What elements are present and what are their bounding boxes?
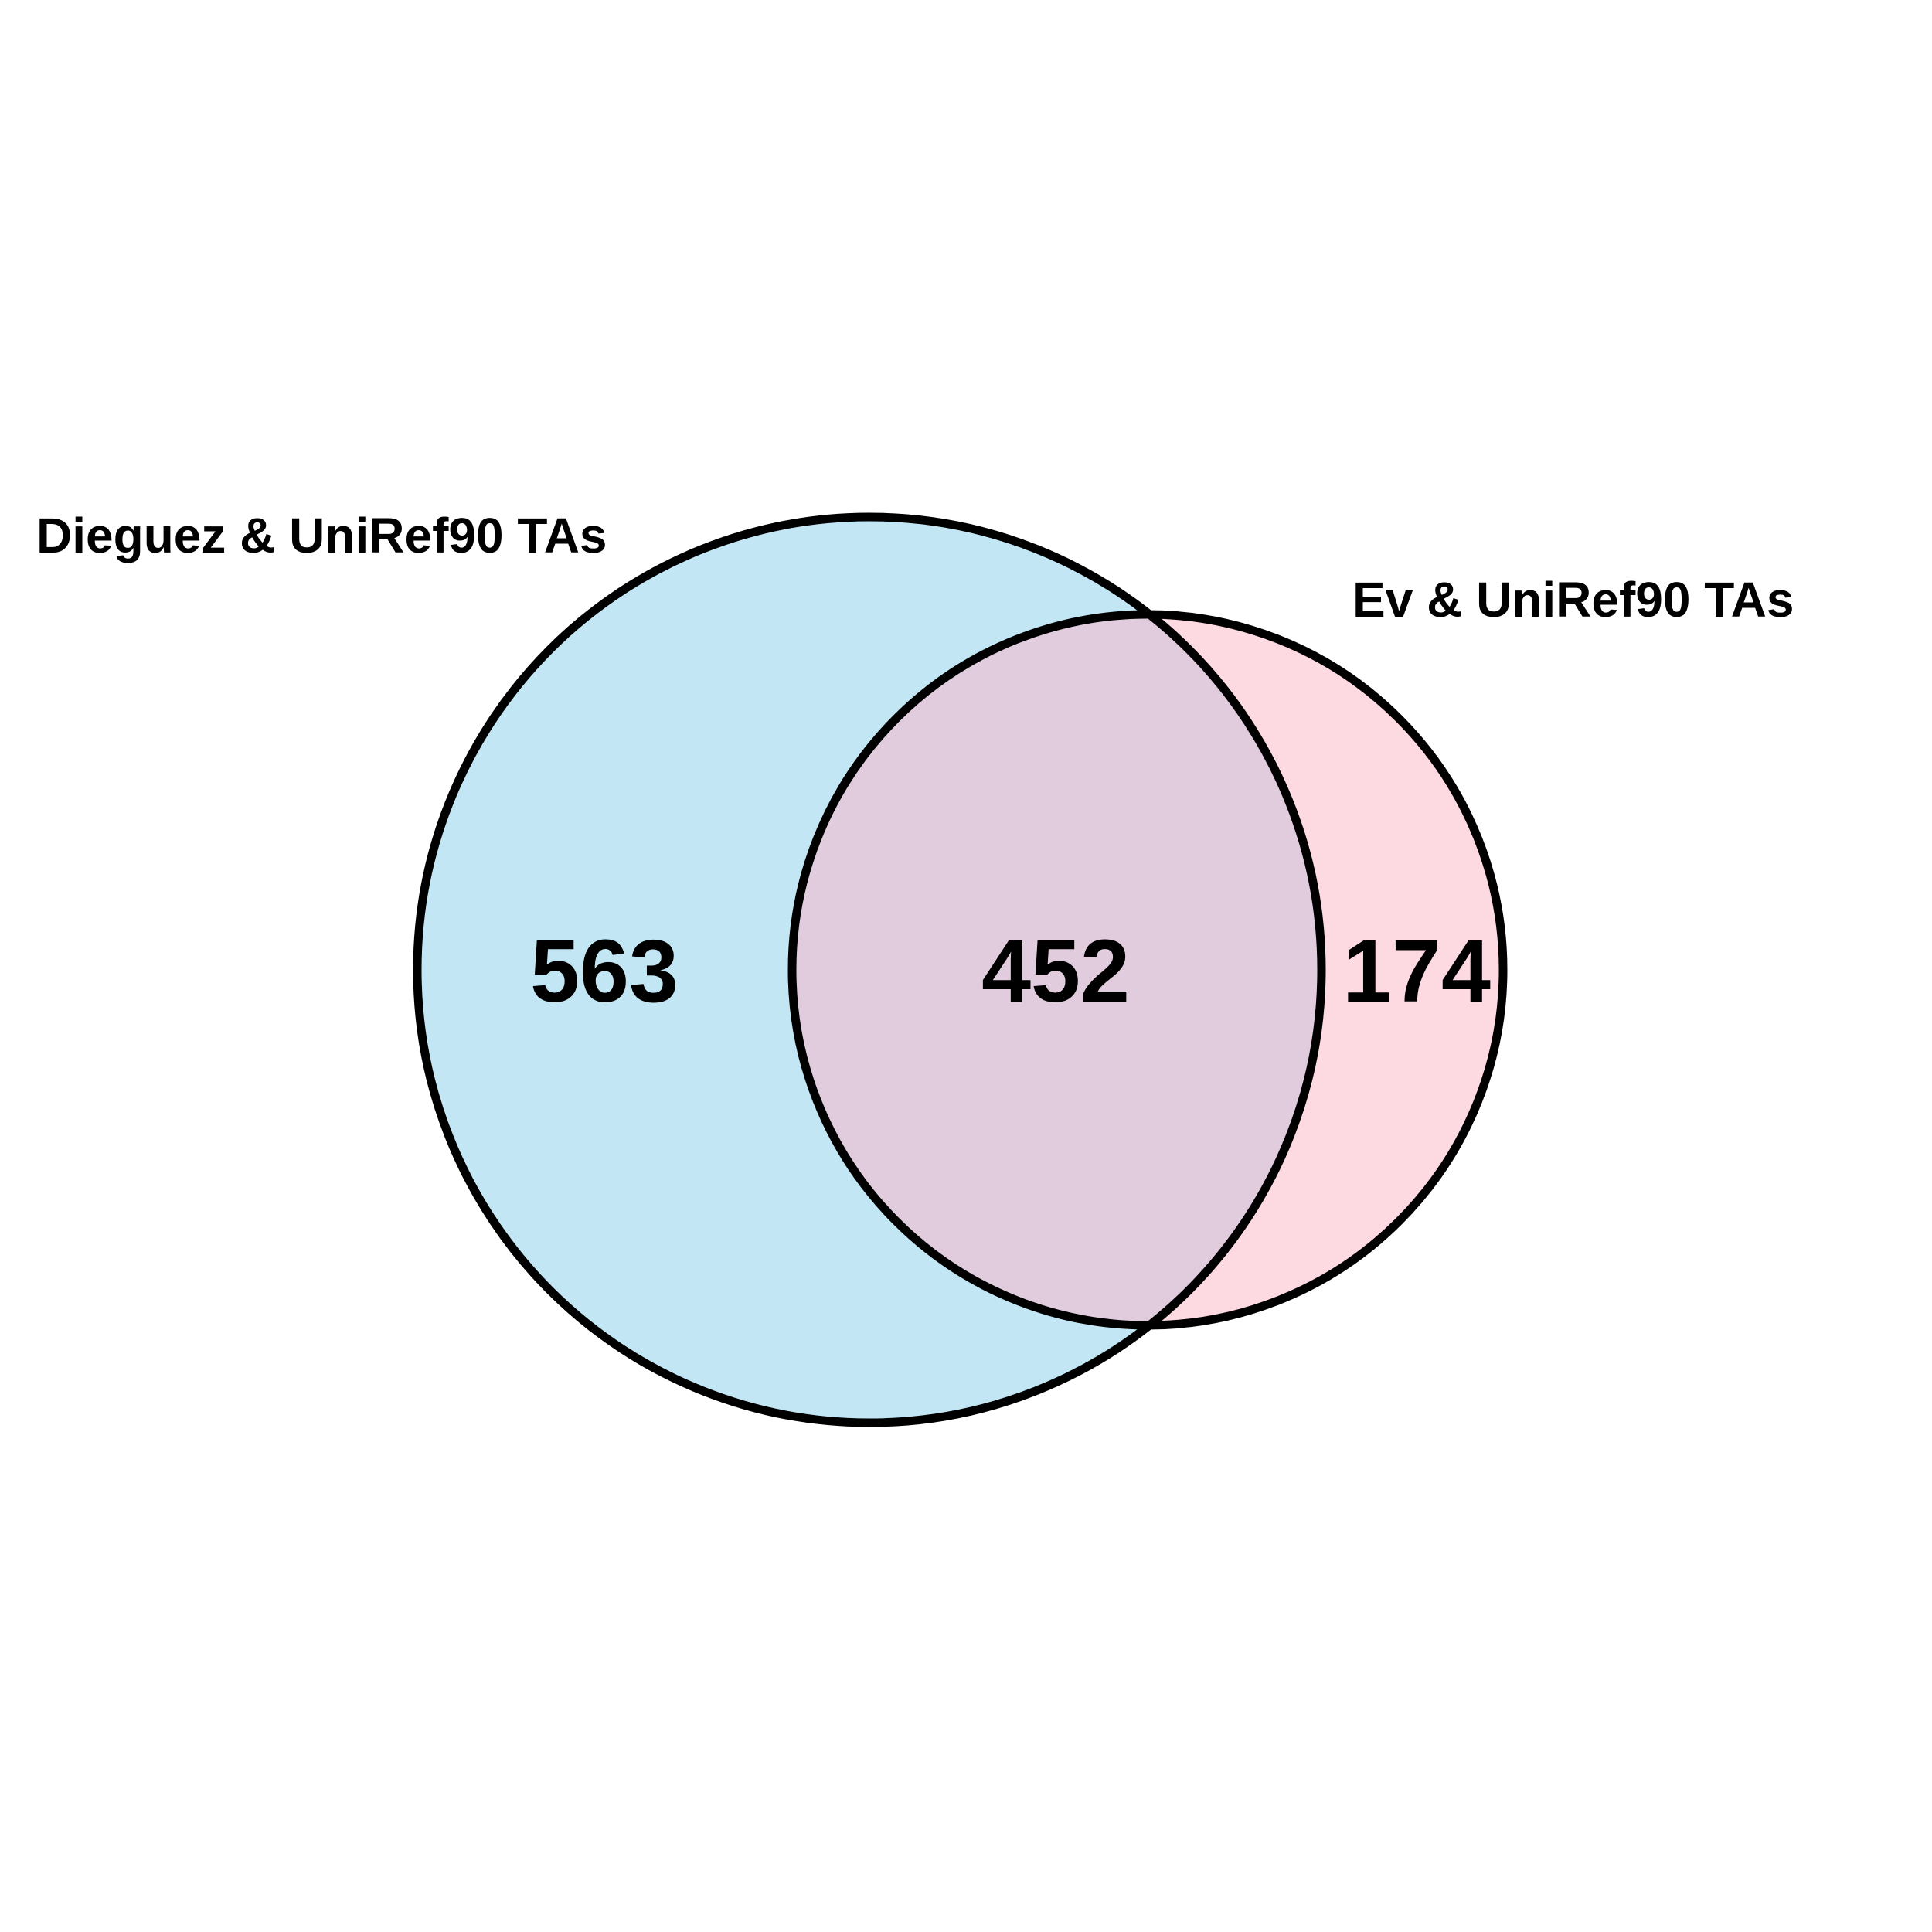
overlap-region: [792, 614, 1321, 1325]
set-b-circle: [787, 610, 1508, 1330]
count-both: 452: [981, 922, 1130, 1021]
count-right-only: 174: [1342, 922, 1491, 1021]
set-a-circle: [413, 512, 1326, 1427]
set-b-label: Ev & UniRef90 TAs: [1352, 572, 1794, 628]
count-left-only: 563: [530, 922, 679, 1021]
set-a-label: Dieguez & UniRef90 TAs: [36, 508, 607, 563]
